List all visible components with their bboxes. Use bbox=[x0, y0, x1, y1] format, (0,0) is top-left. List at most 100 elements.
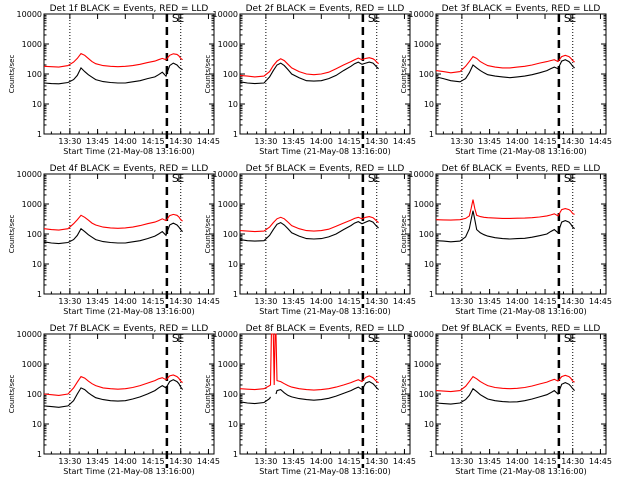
x-tick-label: 14:45 bbox=[197, 457, 220, 466]
y-tick-label: 1000 bbox=[22, 40, 42, 49]
panel-1: Det 1f BLACK = Events, RED = LLD 1 10 100 10… bbox=[8, 4, 220, 156]
panel-7: Det 7f BLACK = Events, RED = LLD 1 10 100 10… bbox=[8, 324, 220, 476]
y-tick-label: 100 bbox=[27, 230, 42, 239]
x-tick-label: 13:30 bbox=[254, 457, 277, 466]
y-tick-label: 1 bbox=[37, 290, 42, 299]
series-events-line bbox=[435, 210, 575, 243]
y-axis-label: Counts/sec bbox=[204, 215, 212, 254]
x-tick-label: 14:00 bbox=[310, 457, 333, 466]
y-tick-label: 100 bbox=[27, 390, 42, 399]
panel-9: Det 9f BLACK = Events, RED = LLD 1 10 100 10… bbox=[400, 324, 612, 476]
start-marker-label: S bbox=[368, 332, 375, 345]
series-events-line bbox=[239, 61, 379, 85]
x-tick-label: 14:45 bbox=[393, 297, 416, 306]
series-events-line bbox=[239, 380, 379, 405]
x-tick-label: 14:45 bbox=[197, 137, 220, 146]
end-marker-label: E bbox=[569, 12, 576, 25]
y-tick-label: 10 bbox=[228, 420, 238, 429]
panel-title: Det 6f BLACK = Events, RED = LLD bbox=[442, 164, 601, 174]
y-tick-label: 10000 bbox=[17, 10, 42, 19]
start-marker-label: S bbox=[368, 12, 375, 25]
y-tick-label: 10 bbox=[32, 260, 42, 269]
series-events-line bbox=[43, 379, 184, 408]
panel-title: Det 2f BLACK = Events, RED = LLD bbox=[246, 4, 405, 14]
y-tick-label: 1 bbox=[233, 290, 238, 299]
y-tick-label: 10 bbox=[424, 420, 434, 429]
panel-title: Det 8f BLACK = Events, RED = LLD bbox=[246, 324, 405, 334]
x-tick-label: 14:30 bbox=[365, 457, 388, 466]
x-tick-label: 14:45 bbox=[589, 457, 612, 466]
y-tick-label: 10000 bbox=[17, 170, 42, 179]
x-tick-label: 14:15 bbox=[533, 457, 556, 466]
x-tick-label: 13:45 bbox=[86, 297, 109, 306]
y-tick-label: 1000 bbox=[218, 40, 238, 49]
start-marker-label: S bbox=[172, 12, 179, 25]
x-axis-label: Start Time (21-May-08 13:16:00) bbox=[63, 467, 194, 476]
y-axis-label: Counts/sec bbox=[400, 375, 408, 414]
x-tick-label: 14:00 bbox=[310, 297, 333, 306]
x-tick-label: 14:45 bbox=[589, 137, 612, 146]
y-tick-label: 100 bbox=[223, 390, 238, 399]
x-tick-label: 13:45 bbox=[86, 137, 109, 146]
x-tick-label: 14:30 bbox=[169, 137, 192, 146]
end-marker-label: E bbox=[569, 332, 576, 345]
x-axis-label: Start Time (21-May-08 13:16:00) bbox=[259, 307, 390, 316]
y-tick-label: 1 bbox=[233, 130, 238, 139]
y-tick-label: 1000 bbox=[22, 360, 42, 369]
y-tick-label: 1 bbox=[429, 290, 434, 299]
x-tick-label: 14:15 bbox=[533, 137, 556, 146]
y-tick-label: 1 bbox=[429, 450, 434, 459]
panel-title: Det 3f BLACK = Events, RED = LLD bbox=[442, 4, 601, 14]
y-tick-label: 1 bbox=[233, 450, 238, 459]
x-tick-label: 14:15 bbox=[141, 457, 164, 466]
x-tick-label: 14:15 bbox=[337, 457, 360, 466]
x-tick-label: 14:00 bbox=[114, 457, 137, 466]
y-tick-label: 10 bbox=[228, 260, 238, 269]
y-axis-label: Counts/sec bbox=[400, 215, 408, 254]
end-marker-label: E bbox=[373, 12, 380, 25]
x-tick-label: 13:45 bbox=[478, 137, 501, 146]
y-axis-label: Counts/sec bbox=[8, 375, 16, 414]
y-tick-label: 10 bbox=[32, 420, 42, 429]
series-lld-line bbox=[43, 374, 183, 396]
x-tick-label: 14:15 bbox=[337, 137, 360, 146]
series-events-line bbox=[43, 62, 183, 85]
y-tick-label: 1000 bbox=[414, 40, 434, 49]
end-marker-label: E bbox=[373, 172, 380, 185]
y-axis-label: Counts/sec bbox=[8, 55, 16, 94]
x-tick-label: 14:30 bbox=[169, 297, 192, 306]
y-tick-label: 10000 bbox=[409, 330, 434, 339]
y-tick-label: 10 bbox=[424, 260, 434, 269]
x-tick-label: 14:00 bbox=[114, 297, 137, 306]
x-axis-label: Start Time (21-May-08 13:16:00) bbox=[63, 307, 194, 316]
y-axis-label: Counts/sec bbox=[204, 375, 212, 414]
start-marker-label: S bbox=[564, 332, 571, 345]
x-tick-label: 14:15 bbox=[141, 297, 164, 306]
x-axis-label: Start Time (21-May-08 13:16:00) bbox=[63, 147, 194, 156]
series-events-line bbox=[43, 222, 183, 245]
series-lld-line bbox=[43, 213, 183, 231]
x-tick-label: 14:30 bbox=[169, 457, 192, 466]
x-axis-label: Start Time (21-May-08 13:16:00) bbox=[259, 147, 390, 156]
x-tick-label: 13:30 bbox=[58, 457, 81, 466]
panel-8: Det 8f BLACK = Events, RED = LLD 1 10 100 10… bbox=[204, 324, 416, 476]
y-tick-label: 1000 bbox=[22, 200, 42, 209]
y-tick-label: 10000 bbox=[409, 10, 434, 19]
x-tick-label: 13:30 bbox=[450, 137, 473, 146]
series-lld-line bbox=[435, 199, 575, 221]
x-tick-label: 13:30 bbox=[254, 297, 277, 306]
y-axis-label: Counts/sec bbox=[8, 215, 16, 254]
x-tick-label: 13:30 bbox=[254, 137, 277, 146]
x-tick-label: 14:30 bbox=[365, 297, 388, 306]
series-lld-line bbox=[435, 54, 575, 74]
x-tick-label: 13:45 bbox=[478, 457, 501, 466]
end-marker-label: E bbox=[569, 172, 576, 185]
y-tick-label: 100 bbox=[27, 70, 42, 79]
x-tick-label: 14:30 bbox=[561, 297, 584, 306]
x-tick-label: 13:45 bbox=[478, 297, 501, 306]
series-events-line bbox=[435, 59, 575, 83]
x-tick-label: 13:30 bbox=[58, 297, 81, 306]
panel-title: Det 7f BLACK = Events, RED = LLD bbox=[50, 324, 209, 334]
y-tick-label: 10 bbox=[424, 100, 434, 109]
x-tick-label: 13:45 bbox=[282, 297, 305, 306]
